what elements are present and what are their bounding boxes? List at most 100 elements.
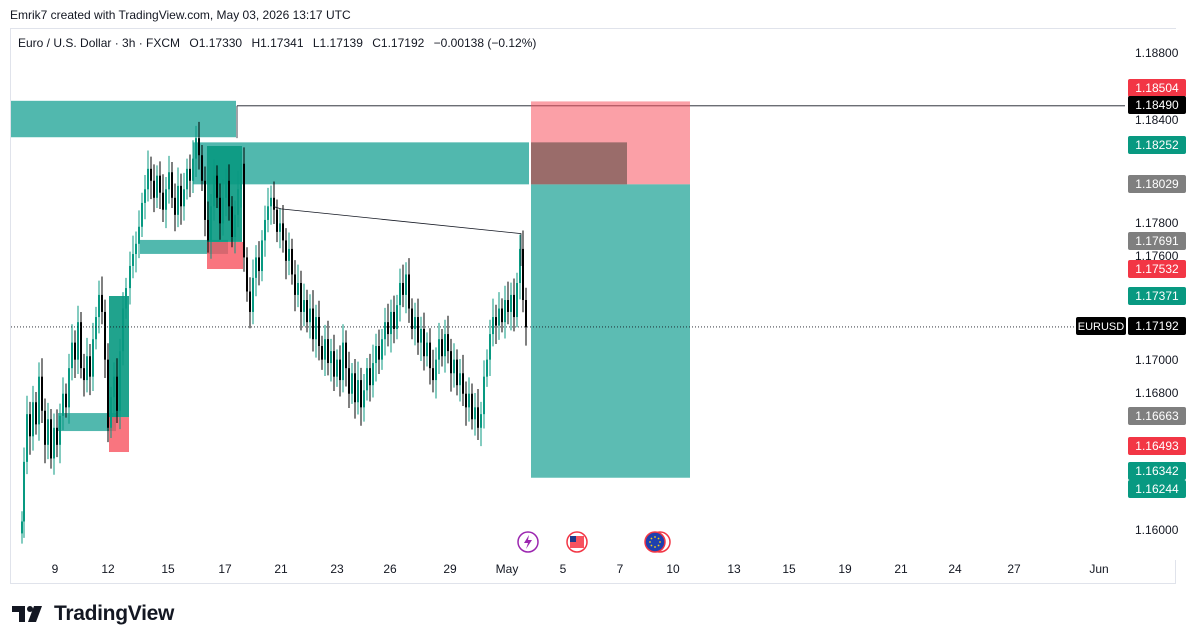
eu-flag-star [654,546,656,548]
candle-body [119,351,121,411]
candle-body [405,274,407,295]
demand-zone-low [58,413,116,432]
candle-body [522,248,524,301]
eu-flag-star [649,541,651,543]
candle-body [195,138,197,159]
candle-body [177,185,179,215]
y-tick-label: 1.16000 [1135,523,1179,537]
candle-body [132,254,134,266]
candle-body [26,414,28,462]
price-label-text: 1.17691 [1135,234,1179,248]
candle-body [222,197,224,224]
x-tick-label: 24 [948,562,962,576]
price-label-box [1128,317,1186,335]
candle-body [321,346,323,360]
x-tick-label: Jun [1089,562,1108,576]
demand-zone-mid [140,239,228,254]
candle-body [360,380,362,408]
x-tick-label: 13 [727,562,741,576]
candle-body [378,346,380,360]
candle-body [390,311,392,335]
candle-body [225,180,227,198]
candle-body [153,180,155,198]
candle-body [228,180,230,207]
candle-body [56,427,58,445]
legend-close: C1.17192 [372,36,425,50]
candle-body [62,393,64,416]
stop-zone-mid [207,241,243,270]
y-tick-label: 1.17000 [1135,353,1179,367]
candle-body [92,339,94,377]
x-tick-label: 29 [443,562,457,576]
tradingview-logo: TradingView [12,602,174,626]
candle-body [240,163,242,190]
x-tick-label: 19 [838,562,852,576]
legend-low: L1.17139 [312,36,363,50]
eu-flag-star [650,537,653,540]
price-label-box [1128,79,1186,97]
stop-zone-low [109,417,129,453]
candle-body [435,359,437,381]
candle-body [122,308,124,352]
legend-symbol: Euro / U.S. Dollar · 3h · FXCM [18,36,181,50]
candle-body [474,407,476,420]
candle-body [150,168,152,181]
candle-body [59,415,61,445]
candle-body [156,175,158,198]
candle-body [186,168,188,190]
candle-body [450,351,452,374]
y-tick-label: 1.18400 [1135,113,1179,127]
price-label-box [1128,232,1186,250]
candle-body [80,322,82,369]
candle-body [234,214,236,237]
candle-body [483,376,485,415]
candle-body [171,172,173,198]
eu-flag-icon [644,531,666,553]
candle-body [270,197,272,207]
candle-body [327,339,329,364]
candle-body [429,342,431,369]
price-label-box [1128,437,1186,455]
candle-body [141,202,143,227]
candle-body [147,168,149,190]
price-label-text: 1.17192 [1135,319,1179,333]
candle-body [393,311,395,329]
candle-body [330,351,332,364]
x-tick-label: 7 [617,562,624,576]
candle-body [237,189,239,215]
candle-body [516,282,518,318]
candle-body [113,376,115,398]
candle-body [432,368,434,381]
candle-body [309,308,311,323]
candle-body [107,359,109,428]
symbol-tag-box [1076,317,1126,335]
candle-body [264,219,266,241]
candle-body [246,257,248,292]
x-tick-label: 23 [330,562,344,576]
candle-body [258,257,260,272]
candle-body [465,393,467,408]
candle-body [216,175,218,198]
price-label-text: 1.16493 [1135,439,1179,453]
candle-body [129,265,131,289]
x-tick-label: 21 [274,562,288,576]
x-tick-label: 12 [101,562,115,576]
candle-body [29,414,31,437]
eu-flag-star [657,544,660,547]
price-label-text: 1.16244 [1135,482,1179,496]
candle-body [71,342,73,369]
candle-body [189,168,191,181]
candle-body [444,334,446,357]
x-tick-label: 15 [161,562,175,576]
price-label-box [1128,480,1186,498]
candle-body [276,209,278,232]
candle-body [324,339,326,360]
x-tick-label: 5 [560,562,567,576]
candle-body [285,240,287,261]
candle-body [402,282,404,295]
candle-body [243,163,245,258]
candle-body [125,288,127,309]
candle-body [306,300,308,323]
attribution: Emrik7 created with TradingView.com, May… [10,8,351,22]
